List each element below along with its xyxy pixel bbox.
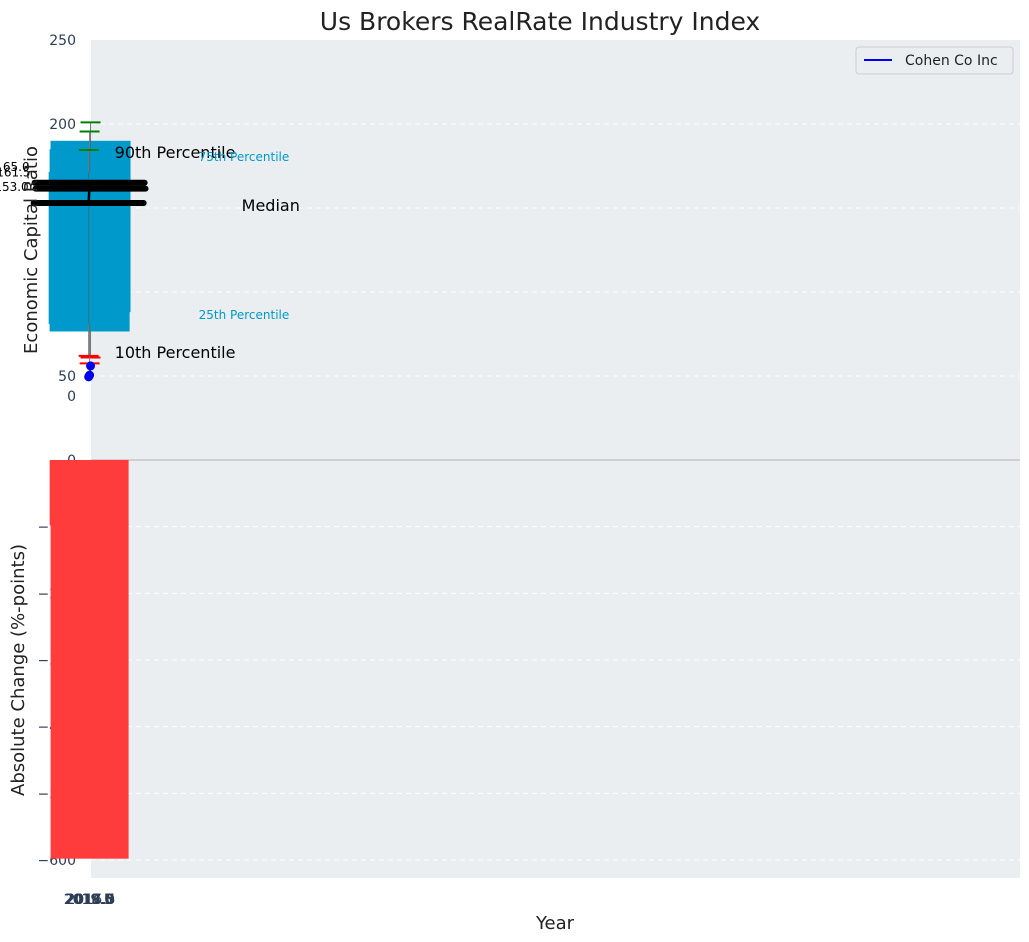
legend-entry-cohen-co-inc: Cohen Co Inc xyxy=(905,53,998,69)
x-tick-label: 2016.5 xyxy=(67,892,116,908)
company-line xyxy=(84,361,96,382)
bottom-y-axis-label: Absolute Change (%-points) xyxy=(8,544,29,796)
median-value-label: 161.5 xyxy=(0,166,31,180)
change-bar xyxy=(49,460,128,526)
median-annotation: Median xyxy=(242,196,300,215)
change-bar xyxy=(50,460,129,859)
top-y-axis-label: Economic Capital Ratio xyxy=(21,146,42,354)
x-axis-label: Year xyxy=(535,913,575,934)
top-y-tick-label: 250 xyxy=(49,33,76,49)
bottom-panel-background xyxy=(91,460,1020,878)
bottom-panel: 0−100−200−300−400−500−600 Absolute Chang… xyxy=(8,453,1020,878)
x-ticks: 2016.52017.02017.52018.02018.52019.02019… xyxy=(64,892,116,908)
top-y-tick-label: 50 xyxy=(58,369,76,385)
top-panel: 050100150200250 161.5165.0153.0 90th Per… xyxy=(0,33,1020,460)
legend[interactable]: Cohen Co Inc xyxy=(855,46,1014,75)
x-tick-label: 2019.5 xyxy=(64,892,113,908)
median-value-label: 153.0 xyxy=(0,180,29,194)
legend-box xyxy=(855,46,1014,75)
p10-annotation: 10th Percentile xyxy=(115,343,236,362)
top-panel-background xyxy=(91,40,1020,460)
median-value-label: 165.0 xyxy=(0,160,30,174)
x-tick-label: 2018.5 xyxy=(65,892,114,908)
chart-title: Us Brokers RealRate Industry Index xyxy=(320,7,760,36)
top-y-tick-label: 0 xyxy=(67,389,76,405)
top-boxes: 161.5165.0 153.0 xyxy=(0,121,149,365)
x-tick-label: 2018.0 xyxy=(65,892,114,908)
company-data-point xyxy=(84,372,94,382)
x-tick-label: 2017.5 xyxy=(66,892,115,908)
top-y-tick-label: 200 xyxy=(49,117,76,133)
change-bars xyxy=(49,460,129,859)
x-tick-label: 2017.0 xyxy=(66,892,115,908)
p90-annotation: 90th Percentile xyxy=(115,143,236,162)
p75-annotation: 75th Percentile xyxy=(199,150,290,164)
company-data-point xyxy=(86,361,96,371)
x-tick-label: 2019.0 xyxy=(64,892,113,908)
p25-annotation: 25th Percentile xyxy=(199,308,290,322)
